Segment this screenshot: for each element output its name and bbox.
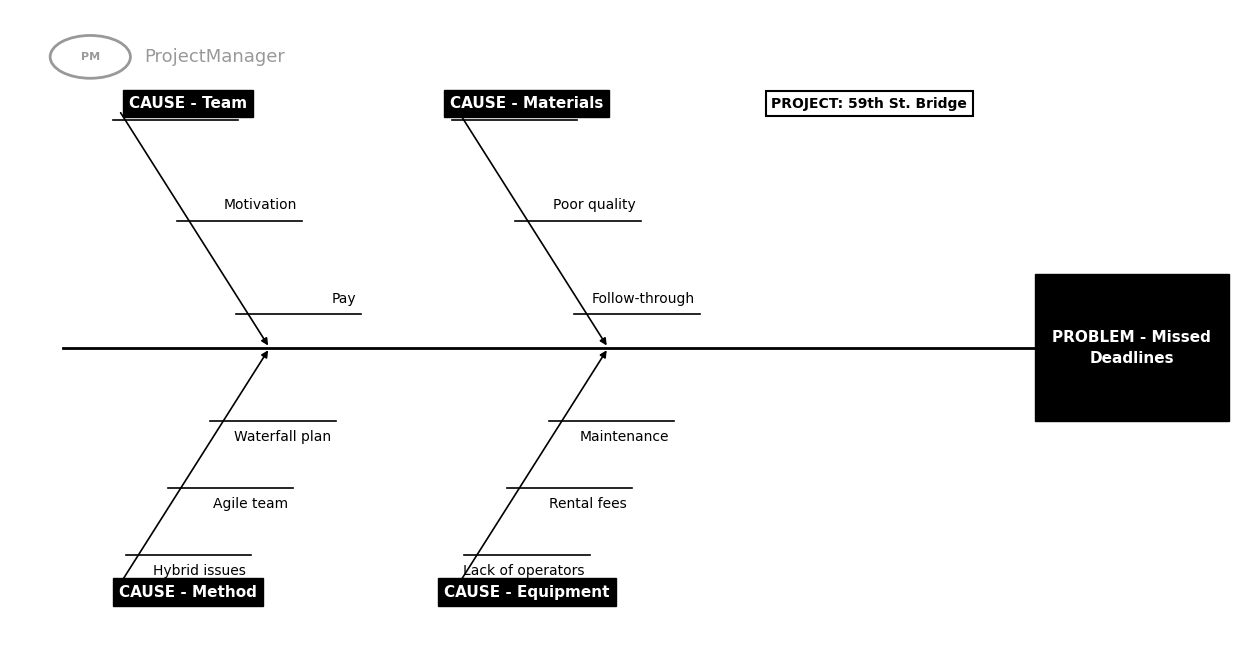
Text: Lack of operators: Lack of operators [463, 564, 584, 578]
Text: PROBLEM - Missed
Deadlines: PROBLEM - Missed Deadlines [1052, 330, 1211, 366]
Text: Rental fees: Rental fees [549, 497, 627, 511]
Text: Poor quality: Poor quality [553, 198, 636, 212]
Text: Hybrid issues: Hybrid issues [153, 564, 246, 578]
Text: Waterfall plan: Waterfall plan [233, 430, 331, 444]
FancyBboxPatch shape [1035, 274, 1229, 421]
Text: CAUSE - Materials: CAUSE - Materials [450, 96, 603, 111]
Text: ProjectManager: ProjectManager [144, 48, 285, 66]
Text: Pay: Pay [331, 292, 356, 306]
Text: PM: PM [80, 52, 100, 62]
Text: CAUSE - Team: CAUSE - Team [129, 96, 247, 111]
Text: Maintenance: Maintenance [579, 430, 670, 444]
Text: CAUSE - Method: CAUSE - Method [119, 585, 257, 599]
Text: CAUSE - Equipment: CAUSE - Equipment [444, 585, 609, 599]
Text: PROJECT: 59th St. Bridge: PROJECT: 59th St. Bridge [771, 97, 967, 110]
Text: Vendor delays: Vendor delays [474, 98, 572, 112]
Text: Training: Training [178, 98, 233, 112]
Text: Agile team: Agile team [213, 497, 288, 511]
Text: Motivation: Motivation [223, 198, 297, 212]
Text: Follow-through: Follow-through [592, 292, 695, 306]
